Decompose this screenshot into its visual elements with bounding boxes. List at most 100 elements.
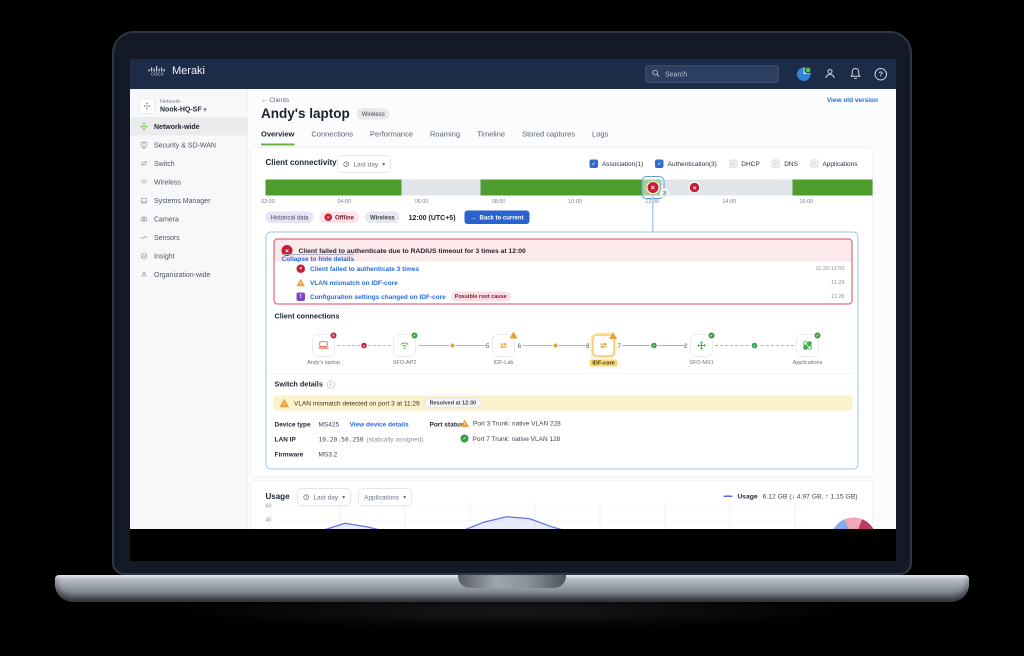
help-icon[interactable]: ? — [874, 68, 887, 81]
tab-connections[interactable]: Connections — [311, 130, 354, 139]
switch-icon — [500, 342, 507, 349]
status-pie-icon[interactable] — [797, 66, 812, 81]
timeline-bar[interactable] — [265, 179, 873, 196]
tab-timeline[interactable]: Timeline — [477, 130, 506, 139]
sidebar: Network Nook-HQ-SF ▾ Network-wide Securi… — [130, 89, 248, 529]
client-device-box[interactable]: × — [312, 331, 338, 357]
connection-link: ✓ — [622, 341, 686, 350]
link-error-dot: × — [360, 341, 368, 350]
filter-dns[interactable]: ✓ DNS — [771, 159, 798, 168]
alert-title: Client failed to authenticate due to RAD… — [298, 246, 526, 255]
security-appliance-box[interactable]: ✓ — [690, 331, 716, 357]
ok-badge-icon: ✓ — [707, 331, 716, 340]
filter-authentication[interactable]: ✓ Authentication(3) — [655, 159, 717, 168]
network-icon — [139, 98, 155, 114]
network-selector[interactable]: Network Nook-HQ-SF ▾ — [139, 98, 207, 114]
back-to-current-button[interactable]: → Back to current — [464, 210, 530, 224]
laptop-icon — [318, 341, 329, 349]
checkbox-checked[interactable]: ✓ — [589, 159, 598, 168]
brand: cisco Meraki — [148, 64, 205, 77]
filter-applications[interactable]: ✓ Applications — [809, 159, 858, 168]
alert-row-time: 11:29 — [831, 279, 845, 286]
info-icon: i — [326, 380, 335, 389]
gridline — [664, 502, 666, 529]
field-label: Firmware — [274, 450, 304, 459]
laptop-shadow — [20, 596, 1004, 638]
view-device-details-link[interactable]: View device details — [349, 420, 409, 429]
alert-row-link[interactable]: Configuration settings changed on IDF-co… — [310, 292, 446, 301]
meraki-dashboard: cisco Meraki Search ? — [130, 59, 896, 529]
page-title-row: Andy's laptop Wireless — [261, 106, 390, 122]
appliance-icon — [697, 341, 706, 350]
sidebar-item-systems-manager[interactable]: Systems Manager — [130, 191, 248, 210]
right-arrow-icon: → — [470, 213, 477, 221]
usage-title: Usage — [265, 492, 290, 502]
wireless-status-badge: Wireless — [365, 211, 400, 223]
node-idf-core: 3 IDF-core 7 — [581, 331, 626, 367]
applications-box[interactable]: ✓ — [796, 331, 822, 357]
warning-icon: ! — [279, 398, 289, 408]
legend-value: 6.12 GB (↓ 4.97 GB, ↑ 1.15 GB) — [762, 492, 858, 501]
node-label: IDF-Lab — [493, 359, 514, 366]
alert-row-link[interactable]: VLAN mismatch on IDF-core — [310, 278, 398, 287]
chevron-down-icon: ▾ — [403, 493, 407, 501]
checkbox-unchecked[interactable]: ✓ — [771, 159, 781, 168]
clock-icon — [343, 161, 350, 167]
sidebar-item-organization-wide[interactable]: Organization-wide — [130, 265, 248, 284]
account-icon[interactable] — [824, 67, 837, 82]
sidebar-item-camera[interactable]: Camera — [130, 210, 248, 229]
node-label: Applications — [792, 359, 823, 366]
time-range-dropdown[interactable]: Last day ▾ — [337, 155, 391, 173]
search-input[interactable]: Search — [645, 65, 779, 83]
view-old-version-link[interactable]: View old version — [826, 96, 878, 104]
sidebar-item-network-wide[interactable]: Network-wide — [130, 117, 248, 136]
tab-logs[interactable]: Logs — [592, 130, 609, 139]
auth-failure-alert: × Client failed to authenticate due to R… — [273, 238, 853, 305]
warning-badge-icon — [509, 331, 518, 339]
node-sfo-ap2: ✓ SFO-AP2 — [382, 331, 427, 366]
sidebar-item-switch[interactable]: Switch — [130, 154, 248, 173]
devices-icon — [141, 197, 147, 204]
notifications-bell-icon[interactable] — [850, 67, 862, 82]
sidebar-item-security-sd-wan[interactable]: Security & SD-WAN — [130, 136, 248, 155]
switch-box-selected[interactable] — [592, 332, 617, 357]
collapse-details-link[interactable]: Collapse to hide details — [281, 254, 355, 263]
timeline-segment-connected — [480, 179, 662, 196]
offline-badge: × Offline — [319, 211, 360, 223]
tab-stored-captures[interactable]: Stored captures — [522, 130, 576, 139]
page-title: Andy's laptop — [261, 106, 350, 121]
port-status-row: ✓ Port 7 Trunk: native VLAN 128 — [460, 434, 560, 443]
sidebar-item-sensors[interactable]: Sensors — [130, 228, 248, 247]
gridline — [794, 502, 796, 529]
tab-performance[interactable]: Performance — [370, 130, 413, 139]
timeline-tick: 06:00 — [414, 198, 429, 205]
sidebar-item-wireless[interactable]: Wireless — [130, 173, 248, 192]
tab-bar: Overview Connections Performance Roaming… — [261, 130, 608, 146]
checkbox-unchecked[interactable]: ✓ — [809, 159, 819, 168]
client-connectivity-card: Client connectivity i Last day ▾ ✓Associ… — [250, 147, 873, 477]
breadcrumb[interactable]: ← Clients — [261, 96, 290, 104]
alert-row-time: 11:28 — [831, 293, 845, 300]
usage-line — [325, 516, 562, 529]
alert-header: × Client failed to authenticate due to R… — [274, 239, 852, 263]
timeline-segment-no-data — [401, 179, 481, 196]
sidebar-item-insight[interactable]: Insight — [130, 247, 248, 266]
filter-association[interactable]: ✓ Association(1) — [589, 159, 644, 168]
gridline — [729, 502, 731, 529]
tab-roaming[interactable]: Roaming — [429, 130, 461, 139]
access-point-box[interactable]: ✓ — [393, 331, 419, 357]
checkbox-checked[interactable]: ✓ — [655, 159, 664, 168]
switch-box[interactable] — [492, 331, 518, 357]
tab-overview[interactable]: Overview — [261, 130, 295, 146]
filter-dhcp[interactable]: ✓ DHCP — [728, 159, 760, 168]
wireless-badge: Wireless — [356, 108, 390, 120]
event-count-badge: 3 — [659, 188, 670, 198]
checkbox-unchecked[interactable]: ✓ — [728, 159, 738, 168]
usage-applications-dropdown[interactable]: Applications ▾ — [358, 488, 412, 506]
connectivity-title: Client connectivity — [265, 158, 337, 168]
timeline-tick: 14:00 — [722, 198, 737, 205]
chevron-down-icon: ▾ — [382, 160, 386, 168]
alert-row-link[interactable]: Client failed to authenticate 3 times — [310, 264, 420, 273]
error-icon: × — [281, 245, 293, 256]
usage-range-dropdown[interactable]: Last day ▾ — [297, 488, 351, 506]
